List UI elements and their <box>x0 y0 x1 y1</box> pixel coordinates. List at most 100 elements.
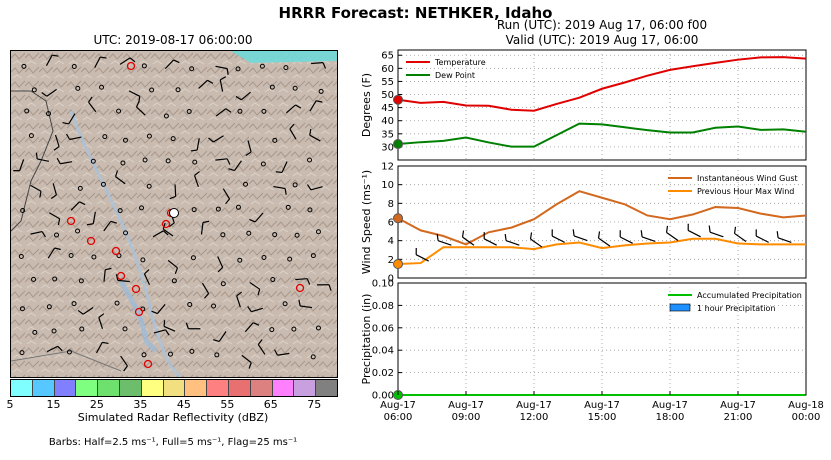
time-series-wind-barb <box>687 223 701 238</box>
y-tick-label: 30 <box>381 142 394 153</box>
colorbar-swatch <box>207 380 229 396</box>
time-series-wind-barb <box>461 230 475 246</box>
wind-barb-marker <box>162 222 174 237</box>
colorbar-swatch <box>76 380 99 396</box>
wind-barb-marker <box>190 138 200 152</box>
calm-station-marker <box>79 326 85 332</box>
wind-barb-marker <box>241 354 252 369</box>
wind-barb-marker <box>219 76 227 92</box>
y-tick-label: 12 <box>381 162 394 173</box>
calm-station-marker <box>189 66 195 72</box>
start-marker <box>393 94 403 105</box>
time-series-wind-barb <box>733 226 747 242</box>
calm-station-marker <box>187 302 193 308</box>
calm-station-marker <box>31 87 37 93</box>
wind-barb-marker <box>46 345 63 353</box>
calm-station-marker <box>291 326 297 332</box>
wind-barb-marker <box>114 170 126 185</box>
wind-barb-marker <box>201 282 210 299</box>
wind-barb-marker <box>143 269 151 286</box>
time-series-wind-barb <box>640 230 656 243</box>
calm-station-marker <box>220 232 226 238</box>
station-marker-red <box>66 216 76 226</box>
y-tick-label: 6 <box>388 218 394 229</box>
calm-station-marker <box>165 158 171 164</box>
calm-station-marker <box>24 108 30 114</box>
wind-barb-marker <box>185 322 201 330</box>
calm-station-marker <box>285 204 291 210</box>
map-title: UTC: 2019-08-17 06:00:00 <box>93 33 253 47</box>
time-series-wind-barb <box>708 225 724 238</box>
calm-station-marker <box>32 329 38 335</box>
calm-station-marker <box>146 183 152 189</box>
calm-station-marker <box>235 204 241 210</box>
forecast-location-marker <box>169 208 179 218</box>
calm-station-marker <box>77 185 83 191</box>
y-tick-label: 55 <box>381 77 394 88</box>
colorbar-swatch <box>54 380 77 396</box>
colorbar-swatch <box>119 380 142 396</box>
colorbar-tick-label: 35 <box>133 398 148 411</box>
calm-station-marker <box>167 351 173 357</box>
wind-barb-marker <box>215 65 229 75</box>
calm-station-marker <box>68 252 74 258</box>
time-series-wind-barb <box>415 247 429 262</box>
wind-barb-marker <box>41 88 57 97</box>
time-series-wind-barb <box>529 232 543 248</box>
x-tick-label-time: 06:00 <box>384 412 413 423</box>
wind-barb-marker <box>163 320 176 332</box>
calm-station-marker <box>100 181 106 187</box>
calm-station-marker <box>75 85 81 91</box>
calm-station-marker <box>191 207 197 213</box>
wind-barb-marker <box>217 256 224 273</box>
calm-station-marker <box>46 304 52 310</box>
colorbar-tick-label: 65 <box>263 398 278 411</box>
wind-barb-marker <box>228 160 242 172</box>
y-tick-label: 10 <box>381 180 394 191</box>
wind-barb-marker <box>151 303 166 315</box>
colorbar-tick-label: 15 <box>46 398 61 411</box>
y-tick-label: 0.06 <box>372 323 394 334</box>
run-time-text: Run (UTC): 2019 Aug 17, 06:00 f00 <box>496 18 708 32</box>
wind-barb-marker <box>48 212 61 226</box>
y-tick-label: 60 <box>381 64 394 75</box>
barbs-legend-note: Barbs: Half=2.5 ms⁻¹, Full=5 ms⁻¹, Flag=… <box>48 437 298 448</box>
start-marker <box>393 259 403 269</box>
wind-barb-marker <box>193 171 200 187</box>
wind-barb-marker <box>119 57 136 65</box>
calm-station-marker <box>91 254 97 260</box>
wind-barb-marker <box>96 341 109 354</box>
station-marker-red <box>116 271 126 281</box>
wind-barb-marker <box>152 230 169 238</box>
station-marker-red <box>134 307 144 317</box>
wind-barb-marker <box>47 247 61 259</box>
colorbar-tick-label: 5 <box>6 398 14 411</box>
colorbar-tick-label: 25 <box>89 398 104 411</box>
calm-station-marker <box>175 87 181 93</box>
y-tick-label: 45 <box>381 103 394 114</box>
time-series-wind-barb <box>551 229 565 243</box>
calm-station-marker <box>117 208 123 214</box>
time-series-wind-barb <box>483 232 497 246</box>
calm-station-marker <box>71 64 77 70</box>
start-marker <box>393 213 403 224</box>
wind-barb-marker <box>289 123 297 140</box>
calm-station-marker <box>287 256 293 262</box>
time-series-wind-barb <box>504 233 520 246</box>
calm-station-marker <box>261 255 267 261</box>
y-tick-label: 0.04 <box>372 346 394 357</box>
y-tick-label: 0 <box>388 274 394 285</box>
calm-station-marker <box>269 327 275 333</box>
x-tick-label-time: 21:00 <box>724 412 753 423</box>
legend-label: Temperature <box>434 58 486 67</box>
y-tick-label: 40 <box>381 116 394 127</box>
calm-station-marker <box>292 182 298 188</box>
wind-barb-marker <box>98 313 105 330</box>
calm-station-marker <box>310 253 316 259</box>
calm-station-marker <box>260 161 266 167</box>
y-tick-label: 0.10 <box>372 279 394 290</box>
x-tick-label-time: 18:00 <box>656 412 685 423</box>
y-tick-label: 0.00 <box>372 391 394 402</box>
wind-barb-marker <box>120 355 128 372</box>
colorbar-tick-label: 55 <box>220 398 235 411</box>
